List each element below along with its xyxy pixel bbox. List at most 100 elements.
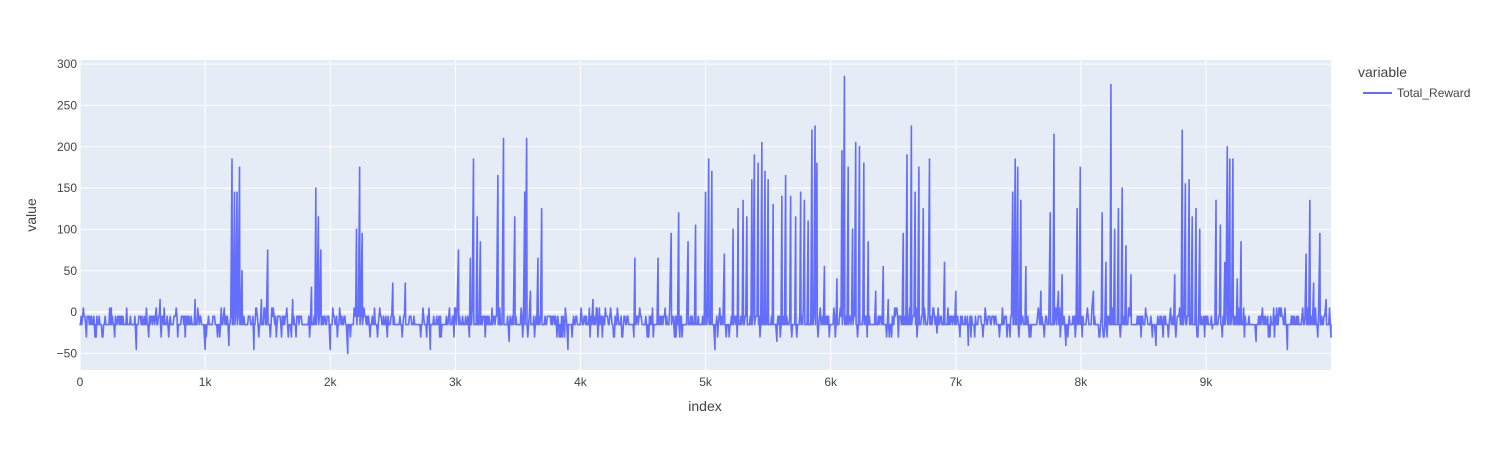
data-point xyxy=(767,179,769,181)
data-point xyxy=(757,162,759,165)
data-point xyxy=(707,158,710,160)
x-tick-label: 1k xyxy=(199,375,213,389)
data-point xyxy=(902,232,905,235)
data-point xyxy=(529,290,532,293)
data-point xyxy=(807,220,809,222)
data-point xyxy=(1025,265,1027,268)
data-point xyxy=(1195,208,1197,210)
y-tick-label: 150 xyxy=(57,181,77,195)
data-point xyxy=(784,174,787,177)
x-tick-label: 2k xyxy=(324,375,338,389)
data-point xyxy=(523,191,526,194)
data-point xyxy=(1121,187,1123,189)
data-point xyxy=(1319,232,1321,235)
data-point xyxy=(567,348,569,351)
data-point xyxy=(1184,183,1187,185)
data-point xyxy=(943,261,946,264)
data-point xyxy=(1191,216,1194,218)
data-point xyxy=(253,348,255,351)
data-point xyxy=(1155,344,1157,347)
data-point xyxy=(1255,340,1257,342)
data-point xyxy=(882,265,885,268)
data-point xyxy=(854,141,857,144)
data-point xyxy=(867,241,870,243)
data-point xyxy=(841,150,843,152)
data-point xyxy=(228,344,230,347)
data-point xyxy=(1040,290,1042,293)
data-point xyxy=(936,332,938,334)
data-point xyxy=(231,158,233,160)
data-point xyxy=(843,75,846,78)
data-point xyxy=(851,228,854,231)
x-tick-label: 6k xyxy=(824,375,838,389)
data-point xyxy=(714,348,716,351)
data-point xyxy=(1117,208,1120,210)
data-point xyxy=(1232,158,1234,160)
data-point xyxy=(874,290,877,293)
data-point xyxy=(816,162,818,165)
data-point xyxy=(329,348,332,351)
data-point xyxy=(887,298,890,301)
x-tick-label: 0 xyxy=(77,375,84,389)
data-point xyxy=(1014,158,1017,160)
data-point xyxy=(914,191,916,194)
data-point xyxy=(310,286,313,289)
data-point xyxy=(1125,245,1127,247)
data-point xyxy=(1105,261,1107,264)
data-point xyxy=(346,352,349,355)
data-point xyxy=(320,249,322,251)
data-point xyxy=(1226,146,1229,148)
y-axis-title: value xyxy=(23,198,39,232)
data-point xyxy=(776,340,778,342)
data-point xyxy=(764,170,766,173)
data-point xyxy=(1211,327,1214,330)
x-tick-labels: 0 1k 2k 3k 4k 5k 6k 7k 8k 9k xyxy=(77,375,1214,389)
data-point xyxy=(814,125,816,127)
data-point xyxy=(1011,191,1014,194)
data-point xyxy=(858,146,861,148)
data-point xyxy=(497,174,499,177)
data-point xyxy=(751,179,753,181)
data-point xyxy=(472,158,475,160)
data-point xyxy=(361,232,363,235)
data-point xyxy=(863,162,865,165)
data-point xyxy=(761,141,763,144)
x-tick-label: 3k xyxy=(449,375,463,389)
data-point xyxy=(677,212,680,214)
data-point xyxy=(799,191,802,194)
data-point xyxy=(592,298,594,301)
data-point xyxy=(508,340,510,342)
data-point xyxy=(794,216,797,218)
data-point xyxy=(476,216,479,218)
data-point xyxy=(687,241,689,243)
data-point xyxy=(1092,290,1095,293)
data-point xyxy=(502,137,505,140)
data-point xyxy=(1325,298,1327,301)
data-point xyxy=(811,129,813,132)
x-axis-title: index xyxy=(688,398,721,414)
x-tick-label: 5k xyxy=(699,375,713,389)
y-tick-label: 100 xyxy=(57,222,77,236)
data-point xyxy=(1181,129,1184,132)
data-point xyxy=(429,348,432,351)
data-point xyxy=(704,191,707,194)
legend-title: variable xyxy=(1358,64,1407,80)
data-point xyxy=(236,191,238,194)
data-point xyxy=(1076,208,1078,210)
data-point xyxy=(1079,166,1082,169)
data-point xyxy=(194,298,196,301)
legend-label-total-reward[interactable]: Total_Reward xyxy=(1397,86,1470,100)
data-point xyxy=(404,282,407,285)
data-point xyxy=(525,137,528,140)
data-point xyxy=(670,232,672,235)
data-point xyxy=(1309,199,1311,202)
y-tick-label: 250 xyxy=(57,98,77,112)
y-tick-labels: −50 0 50 100 150 200 250 300 xyxy=(57,57,78,360)
data-point xyxy=(803,199,806,202)
data-point xyxy=(1016,166,1019,169)
data-point xyxy=(1223,261,1226,264)
data-point xyxy=(694,224,697,227)
data-point xyxy=(540,208,543,210)
data-point xyxy=(1330,336,1332,338)
